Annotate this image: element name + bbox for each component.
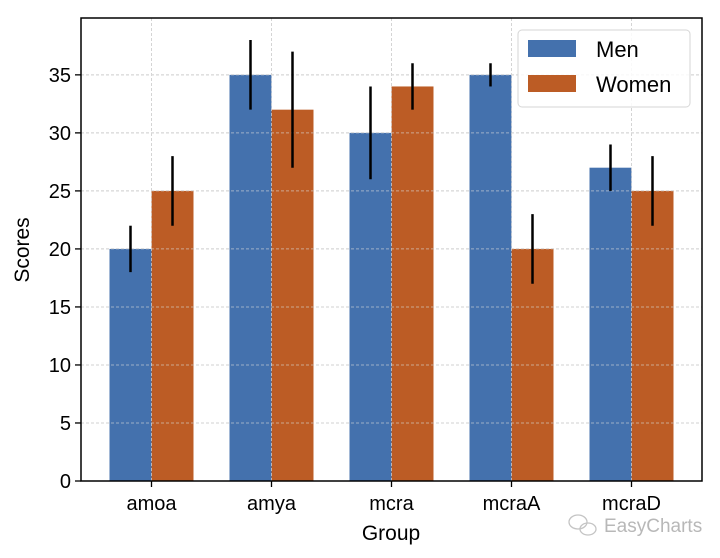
legend: Men Women [517, 29, 691, 108]
bar-women-mcra [391, 86, 434, 482]
bar-men-mcra [349, 132, 392, 481]
bar-women-mcraD [631, 190, 674, 481]
x-tick-label: mcraD [602, 493, 661, 515]
x-axis: amoa amya mcra mcraA mcraD [126, 481, 661, 515]
x-tick-label: mcra [369, 493, 414, 515]
y-tick-label: 10 [49, 355, 71, 377]
watermark: EasyCharts [568, 514, 702, 537]
y-tick-label: 25 [49, 181, 71, 203]
bar-men-mcraD [589, 167, 632, 482]
watermark-text: EasyCharts [604, 516, 702, 537]
y-tick-label: 35 [49, 65, 71, 87]
legend-label-women: Women [596, 72, 671, 97]
y-tick-label: 15 [49, 297, 71, 319]
legend-swatch-women [528, 75, 576, 92]
legend-swatch-men [528, 40, 576, 57]
bar-women-amya [271, 109, 314, 481]
bar-men-amya [229, 74, 272, 481]
y-axis: 0 5 10 15 20 25 30 35 [49, 65, 81, 493]
bar-women-amoa [151, 190, 194, 481]
y-tick-label: 30 [49, 123, 71, 145]
bars [81, 18, 702, 482]
y-tick-label: 20 [49, 239, 71, 261]
x-tick-label: amoa [126, 493, 177, 515]
y-tick-label: 0 [60, 471, 71, 493]
y-axis-label: Scores [11, 217, 34, 282]
wechat-icon [568, 514, 597, 536]
bar-men-mcraA [469, 74, 512, 481]
x-tick-label: mcraA [483, 493, 541, 515]
legend-label-men: Men [596, 37, 639, 62]
x-tick-label: amya [247, 493, 297, 515]
error-bars [129, 40, 654, 284]
y-tick-label: 5 [60, 413, 71, 435]
x-axis-label: Group [362, 522, 420, 545]
bar-men-amoa [109, 248, 152, 481]
